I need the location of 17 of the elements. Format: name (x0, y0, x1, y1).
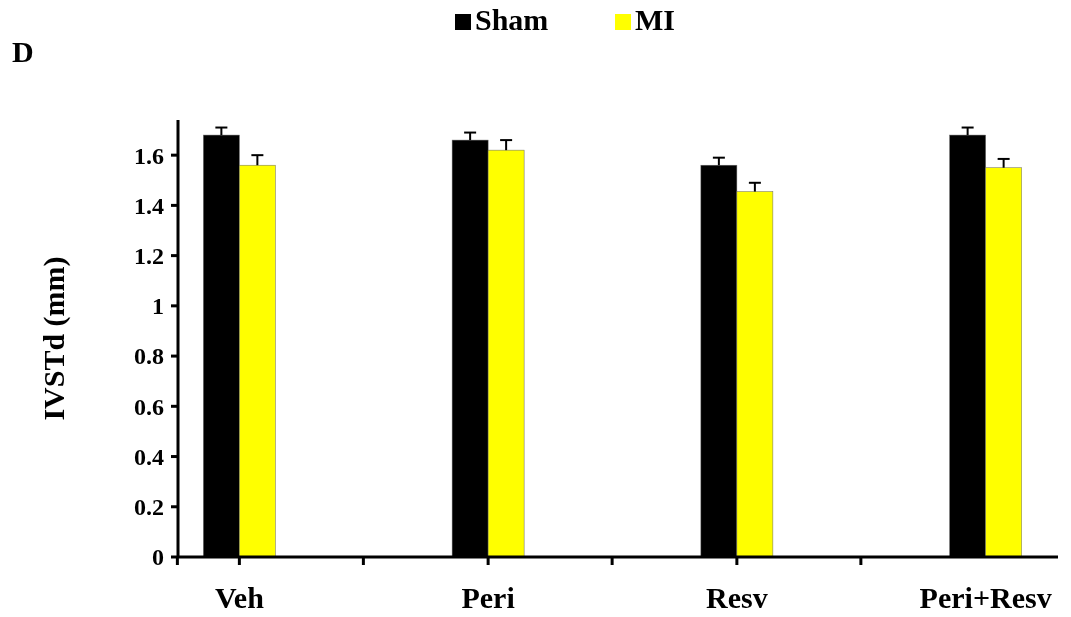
y-tick-label: 1.4 (134, 192, 164, 219)
x-tick-label: Resv (706, 581, 768, 614)
y-axis-title: IVSTd (mm) (37, 256, 71, 421)
y-tick-label: 0.2 (134, 494, 164, 521)
y-tick-label: 0.8 (134, 343, 164, 370)
y-tick-label: 0 (152, 544, 164, 571)
legend-label: Sham (475, 3, 549, 36)
chart-title: D (12, 35, 34, 68)
y-tick-label: 0.4 (134, 443, 164, 470)
x-tick-label: Peri+Resv (919, 581, 1052, 614)
y-tick-label: 1 (152, 293, 164, 320)
y-tick-label: 1.6 (134, 142, 164, 169)
x-tick-label: Peri (461, 581, 515, 614)
y-tick-label: 1.2 (134, 243, 164, 270)
legend-label: MI (635, 3, 675, 36)
y-tick-label: 0.6 (134, 393, 164, 420)
x-tick-label: Veh (214, 581, 265, 614)
